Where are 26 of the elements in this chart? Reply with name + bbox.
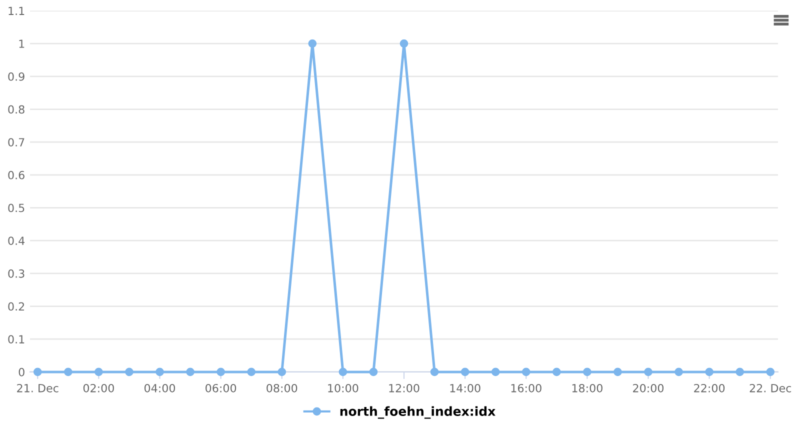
x-tick-label: 10:00: [328, 384, 358, 392]
y-tick-label: 0.7: [8, 138, 24, 146]
x-tick-label: 08:00: [266, 384, 298, 392]
y-tick-label: 1.1: [8, 6, 24, 15]
y-tick-label: 0: [18, 368, 24, 376]
legend-label: north_foehn_index:idx: [340, 406, 496, 419]
x-tick-label: 12:00: [389, 384, 420, 392]
x-tick-label: 16:00: [511, 384, 542, 392]
x-tick-label: 02:00: [83, 384, 114, 392]
x-tick-label: 06:00: [206, 384, 236, 392]
x-tick-label: 21. Dec: [17, 384, 58, 392]
y-tick-label: 0.8: [8, 105, 24, 114]
x-tick-label: 18:00: [572, 384, 602, 392]
y-tick-label: 0.3: [8, 269, 24, 278]
y-tick-label: 0.6: [8, 170, 24, 180]
x-tick-label: 14:00: [450, 384, 480, 392]
y-tick-label: 0.2: [8, 302, 24, 311]
x-tick-label: 22. Dec: [750, 384, 792, 392]
x-tick-label: 04:00: [144, 384, 176, 392]
y-tick-label: 1: [19, 40, 24, 48]
y-tick-label: 0.1: [8, 335, 24, 344]
x-tick-label: 22:00: [694, 384, 725, 392]
y-tick-label: 0.4: [8, 236, 25, 245]
x-tick-label: 20:00: [633, 384, 664, 392]
y-tick-label: 0.5: [8, 204, 24, 212]
y-tick-label: 0.9: [8, 72, 24, 81]
